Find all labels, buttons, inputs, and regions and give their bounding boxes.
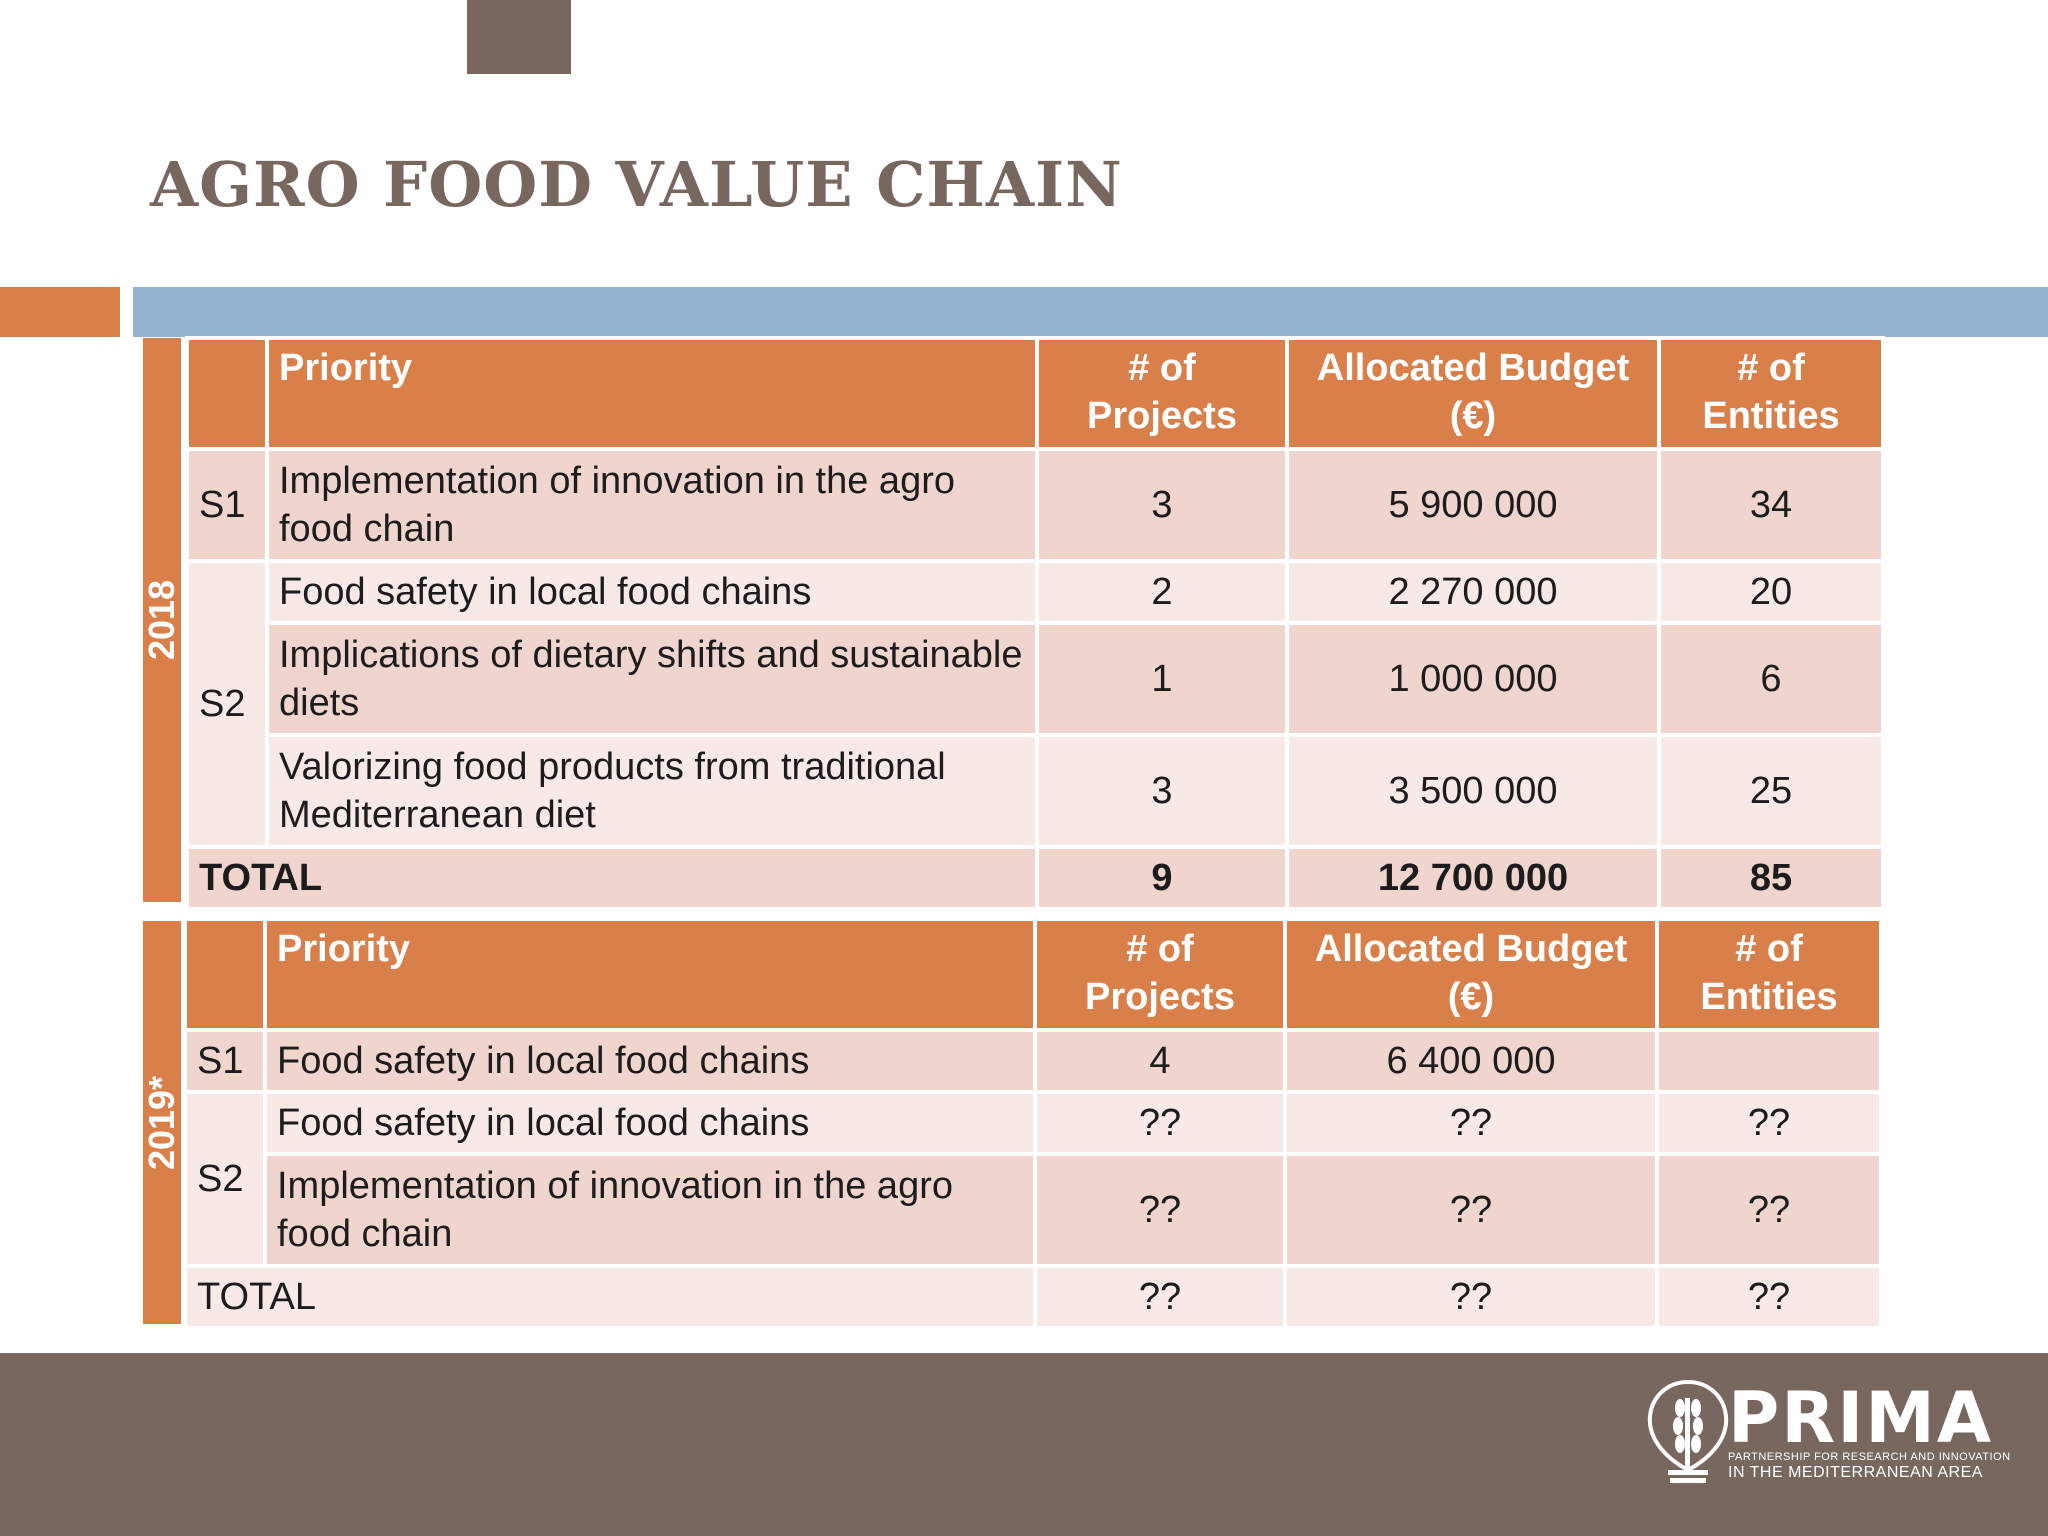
- accent-bar-orange: [0, 287, 120, 337]
- table-row: Valorizing food products from traditiona…: [187, 733, 1885, 849]
- projects-cell: ??: [1033, 1152, 1287, 1268]
- page-title: AGRO FOOD VALUE CHAIN: [150, 148, 1123, 221]
- year-text: 2018: [141, 579, 182, 661]
- accent-bar-blue: [133, 287, 2048, 337]
- priority-cell: Implications of dietary shifts and susta…: [265, 621, 1039, 737]
- priority-cell: Implementation of innovation in the agro…: [265, 447, 1039, 563]
- projects-cell: 3: [1035, 447, 1289, 563]
- logo-wordmark: PRIMA: [1728, 1377, 1994, 1459]
- total-entities: ??: [1655, 1264, 1883, 1330]
- header-projects: # of Projects: [1033, 917, 1287, 1032]
- total-label: TOTAL: [183, 1264, 1037, 1330]
- priority-cell: Food safety in local food chains: [263, 1028, 1037, 1094]
- total-entities: 85: [1657, 845, 1885, 911]
- total-projects: ??: [1033, 1264, 1287, 1330]
- header-priority: Priority: [263, 917, 1037, 1032]
- budget-cell: 5 900 000: [1285, 447, 1661, 563]
- table-row: Implications of dietary shifts and susta…: [187, 621, 1885, 737]
- year-label-2019: 2019*: [141, 921, 183, 1324]
- budget-cell: ??: [1283, 1090, 1659, 1156]
- total-row: TOTAL 9 12 700 000 85: [185, 845, 1885, 911]
- priority-cell: Food safety in local food chains: [265, 559, 1039, 625]
- total-budget: 12 700 000: [1285, 845, 1661, 911]
- budget-cell: ??: [1283, 1152, 1659, 1268]
- header-priority: Priority: [265, 336, 1039, 451]
- table-row: S2 Food safety in local food chains 2 2 …: [185, 559, 1885, 849]
- section-id: S2: [183, 1090, 267, 1268]
- entities-cell: ??: [1655, 1090, 1883, 1156]
- entities-cell: 20: [1657, 559, 1885, 625]
- budget-cell: 1 000 000: [1285, 621, 1661, 737]
- header-entities: # of Entities: [1657, 336, 1885, 451]
- total-projects: 9: [1035, 845, 1289, 911]
- entities-cell: 6: [1657, 621, 1885, 737]
- section-id: S1: [183, 1028, 267, 1094]
- priority-cell: Valorizing food products from traditiona…: [265, 733, 1039, 849]
- logo-tagline-1: PARTNERSHIP FOR RESEARCH AND INNOVATION: [1728, 1451, 2011, 1463]
- table-row: S2 Food safety in local food chains ?? ?…: [183, 1090, 1883, 1268]
- header-section: [183, 917, 267, 1032]
- projects-cell: 4: [1033, 1028, 1287, 1094]
- total-label: TOTAL: [185, 845, 1039, 911]
- budget-cell: 6 400 000: [1283, 1028, 1659, 1094]
- table-header-row: Priority # of Projects Allocated Budget …: [183, 917, 1883, 1032]
- budget-table-2019: Priority # of Projects Allocated Budget …: [183, 917, 1883, 1330]
- priority-cell: Implementation of innovation in the agro…: [263, 1152, 1037, 1268]
- total-budget: ??: [1283, 1264, 1659, 1330]
- header-entities: # of Entities: [1655, 917, 1883, 1032]
- priority-cell: Food safety in local food chains: [263, 1090, 1037, 1156]
- footer-band: [0, 1353, 2048, 1536]
- lightbulb-wheat-icon: [1647, 1379, 1729, 1483]
- budget-table-2018: Priority # of Projects Allocated Budget …: [185, 336, 1885, 911]
- logo-tagline-2: IN THE MEDITERRANEAN AREA: [1728, 1464, 1983, 1481]
- table-row: S1 Food safety in local food chains 4 6 …: [183, 1028, 1883, 1094]
- projects-cell: 3: [1035, 733, 1289, 849]
- budget-cell: 3 500 000: [1285, 733, 1661, 849]
- table-row: Implementation of innovation in the agro…: [185, 1152, 1883, 1268]
- projects-cell: 2: [1035, 559, 1289, 625]
- header-section: [185, 336, 269, 451]
- table-header-row: Priority # of Projects Allocated Budget …: [185, 336, 1885, 451]
- header-budget: Allocated Budget (€): [1283, 917, 1659, 1032]
- table-row: S1 Implementation of innovation in the a…: [185, 447, 1885, 563]
- projects-cell: 1: [1035, 621, 1289, 737]
- budget-cell: 2 270 000: [1285, 559, 1661, 625]
- entities-cell: 25: [1657, 733, 1885, 849]
- header-projects: # of Projects: [1035, 336, 1289, 451]
- header-budget: Allocated Budget (€): [1285, 336, 1661, 451]
- top-decor-tab: [467, 0, 571, 74]
- section-id: S2: [185, 559, 269, 849]
- entities-cell: ??: [1655, 1152, 1883, 1268]
- year-label-2018: 2018: [141, 338, 182, 902]
- section-id: S1: [185, 447, 269, 563]
- projects-cell: ??: [1033, 1090, 1287, 1156]
- entities-cell: 34: [1657, 447, 1885, 563]
- entities-cell: [1655, 1028, 1883, 1094]
- year-text: 2019*: [141, 1075, 183, 1170]
- total-row: TOTAL ?? ?? ??: [183, 1264, 1883, 1330]
